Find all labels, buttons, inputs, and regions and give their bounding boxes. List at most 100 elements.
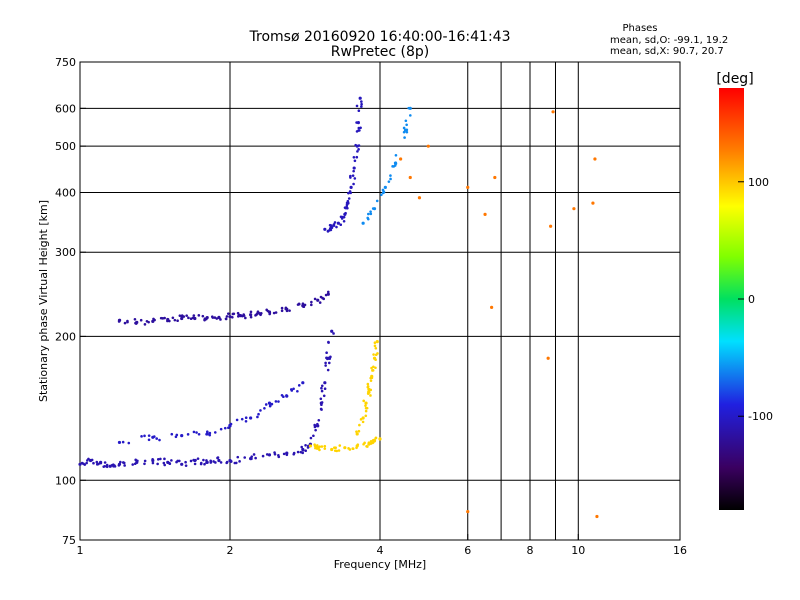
- data-point: [343, 446, 347, 450]
- data-point: [193, 458, 197, 463]
- data-point: [593, 157, 597, 161]
- data-point: [136, 459, 139, 463]
- data-point: [193, 462, 197, 466]
- data-point: [316, 298, 320, 302]
- data-point: [373, 439, 376, 443]
- data-point: [357, 109, 361, 113]
- data-point: [369, 440, 373, 443]
- data-point: [272, 311, 276, 315]
- data-point: [326, 229, 330, 233]
- data-point: [273, 452, 277, 456]
- data-point: [374, 346, 378, 350]
- data-point: [119, 460, 122, 464]
- data-point: [364, 414, 368, 418]
- data-point: [375, 199, 379, 203]
- data-point: [369, 210, 372, 213]
- data-point: [426, 144, 430, 148]
- grid-lines: [80, 62, 680, 540]
- data-point: [159, 457, 162, 461]
- data-point: [173, 318, 177, 322]
- data-point: [369, 394, 372, 397]
- data-point: [355, 130, 359, 133]
- data-point: [236, 311, 240, 315]
- y-tick-label: 400: [55, 186, 76, 199]
- data-point: [349, 176, 352, 179]
- data-point: [310, 303, 313, 307]
- data-point: [192, 314, 196, 317]
- data-point: [158, 438, 161, 442]
- data-point: [349, 185, 353, 189]
- y-tick-label: 500: [55, 140, 76, 153]
- data-point: [310, 300, 313, 304]
- data-point: [205, 315, 209, 320]
- data-point: [117, 320, 121, 323]
- data-point: [225, 315, 229, 318]
- data-point: [320, 386, 323, 390]
- data-point: [371, 441, 374, 445]
- data-point: [234, 461, 238, 465]
- data-points: [78, 96, 599, 519]
- data-point: [361, 221, 365, 225]
- data-point: [353, 177, 357, 180]
- data-point: [195, 431, 198, 434]
- data-point: [185, 314, 188, 317]
- data-point: [199, 461, 203, 465]
- phases-heading: Phases: [622, 23, 657, 34]
- data-point: [240, 417, 244, 421]
- data-point: [347, 447, 350, 450]
- data-point: [316, 422, 319, 426]
- data-point: [383, 185, 387, 189]
- y-tick-label: 750: [55, 56, 76, 69]
- data-point: [151, 461, 155, 465]
- data-point: [360, 100, 363, 103]
- data-point: [151, 458, 155, 463]
- data-point: [493, 175, 497, 180]
- data-point: [490, 305, 494, 309]
- data-point: [312, 434, 315, 438]
- phase-x-stats: mean, sd,X: 90.7, 20.7: [610, 46, 724, 57]
- data-point: [217, 315, 221, 319]
- data-point: [392, 165, 396, 168]
- data-point: [405, 130, 409, 134]
- data-point: [374, 366, 377, 370]
- data-point: [369, 379, 373, 383]
- data-point: [335, 449, 339, 453]
- data-point: [327, 361, 331, 365]
- data-point: [403, 136, 406, 139]
- data-point: [292, 451, 296, 455]
- x-tick-label: 6: [464, 544, 471, 557]
- data-point: [219, 427, 223, 431]
- x-tick-label: 16: [673, 544, 687, 557]
- data-point: [201, 314, 205, 318]
- data-point: [249, 310, 253, 314]
- data-point: [338, 444, 342, 447]
- data-point: [319, 397, 323, 401]
- data-point: [217, 458, 221, 463]
- data-point: [178, 314, 182, 317]
- data-point: [213, 431, 217, 434]
- data-point: [264, 403, 268, 406]
- data-point: [159, 316, 163, 320]
- data-point: [274, 311, 278, 314]
- data-point: [257, 412, 260, 416]
- chart-subtitle: RwPretec (8p): [331, 44, 429, 60]
- data-point: [325, 356, 328, 360]
- data-point: [372, 356, 377, 360]
- y-tick-label: 200: [55, 330, 76, 343]
- data-point: [323, 387, 327, 391]
- data-point: [360, 102, 363, 106]
- data-point: [277, 454, 280, 457]
- data-point: [296, 389, 299, 393]
- data-point: [90, 458, 94, 462]
- data-point: [123, 321, 127, 325]
- data-point: [326, 368, 330, 372]
- data-point: [369, 388, 373, 392]
- data-point: [267, 401, 272, 405]
- data-point: [215, 317, 219, 320]
- data-point: [393, 161, 397, 165]
- data-point: [197, 314, 201, 317]
- data-point: [374, 353, 378, 357]
- data-point: [98, 461, 102, 465]
- data-point: [241, 314, 244, 318]
- data-point: [408, 106, 412, 110]
